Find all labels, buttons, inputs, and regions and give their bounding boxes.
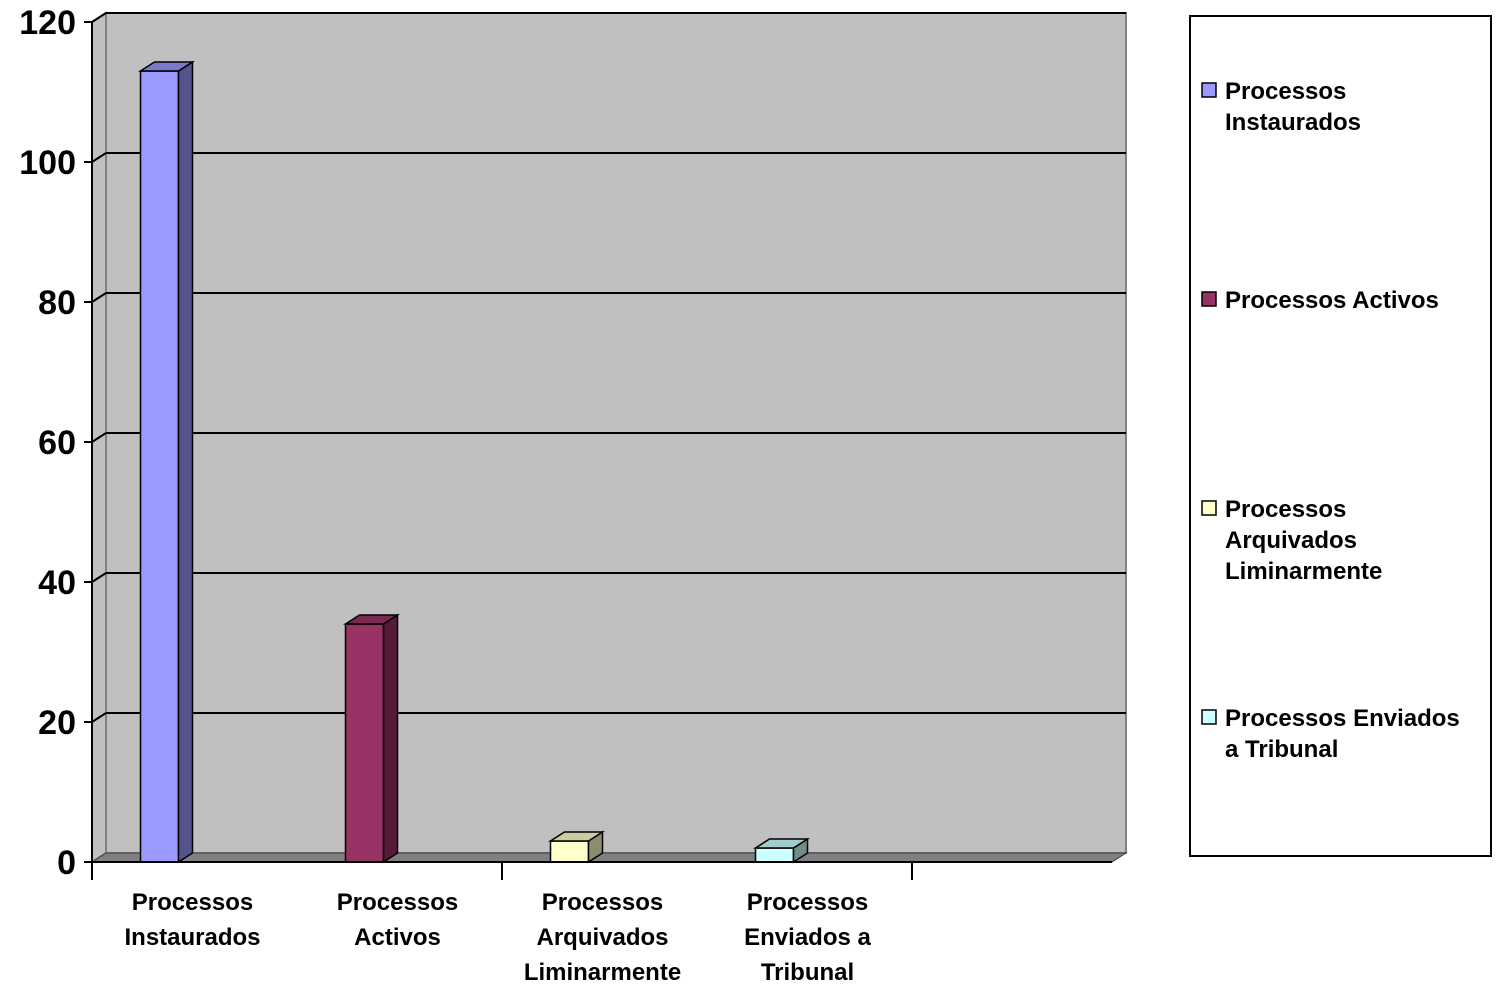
legend-swatch	[1201, 82, 1217, 98]
bar	[342, 613, 401, 864]
plot-floor	[90, 852, 1128, 863]
bar-top	[137, 61, 196, 72]
legend-item: Processos Arquivados Liminarmente	[1201, 496, 1382, 585]
legend-label-line: Liminarmente	[1225, 558, 1382, 585]
y-tick-label: 20	[38, 704, 76, 742]
x-category-label-line: Arquivados	[536, 924, 668, 951]
x-category-label-line: Activos	[354, 924, 441, 951]
x-category-label-line: Processos	[337, 889, 458, 916]
bar	[137, 60, 196, 864]
legend-label-line: Processos Activos	[1225, 287, 1439, 314]
legend-label: Processos Instaurados	[1225, 78, 1361, 136]
bar-side	[177, 60, 194, 864]
legend-item: Processos Enviados a Tribunal	[1201, 705, 1460, 763]
bar-front	[754, 847, 795, 863]
bar	[752, 837, 811, 864]
legend-label: Processos Activos	[1225, 287, 1439, 314]
legend-label-line: a Tribunal	[1225, 736, 1338, 763]
legend: Processos Instaurados Processos Activos Pro…	[1189, 15, 1492, 857]
x-category-label-line: Enviados a	[744, 924, 871, 951]
y-axis-ticks: 0 20 40 60 80 100 120	[19, 4, 92, 882]
gridline-side	[91, 572, 107, 583]
plot-area	[90, 11, 1128, 864]
bar-front	[549, 840, 590, 863]
x-category-label-line: Liminarmente	[524, 959, 681, 985]
legend-item: Processos Activos	[1201, 287, 1439, 314]
gridline-side	[91, 292, 107, 303]
bar-front	[139, 70, 180, 863]
y-tick-label: 60	[38, 424, 76, 462]
legend-label: Processos Arquivados Liminarmente	[1225, 496, 1382, 585]
bar-top	[752, 838, 811, 849]
x-category-label-line: Processos	[747, 889, 868, 916]
x-category-label-line: Processos	[132, 889, 253, 916]
legend-swatch	[1201, 500, 1217, 516]
legend-label: Processos Enviados a Tribunal	[1225, 705, 1460, 763]
legend-item: Processos Instaurados	[1201, 78, 1361, 136]
legend-label-line: Processos	[1225, 496, 1346, 523]
x-category-label-line: Instaurados	[124, 924, 260, 951]
x-category-label-line: Tribunal	[761, 959, 854, 985]
gridline-side	[91, 432, 107, 443]
bar	[547, 830, 606, 864]
bar-top	[547, 831, 606, 842]
gridline-side	[91, 152, 107, 163]
bar-top	[342, 614, 401, 625]
y-tick-label: 40	[38, 564, 76, 602]
axes	[91, 22, 1112, 880]
y-tick-label: 80	[38, 284, 76, 322]
x-category-label: Processos Activos	[337, 889, 458, 951]
y-tick-label: 120	[19, 4, 76, 42]
legend-label-line: Instaurados	[1225, 109, 1361, 136]
bar-front	[344, 623, 385, 863]
gridlines	[91, 12, 1126, 723]
bars	[137, 60, 811, 864]
legend-label-line: Arquivados	[1225, 527, 1357, 554]
x-category-label: Processos Enviados a Tribunal	[744, 889, 871, 985]
bar-side	[382, 613, 399, 864]
x-category-label: Processos Instaurados	[124, 889, 260, 951]
legend-swatch	[1201, 709, 1217, 725]
legend-box	[1189, 15, 1492, 857]
gridline-side	[91, 712, 107, 723]
legend-label-line: Processos	[1225, 78, 1346, 105]
x-category-label: Processos Arquivados Liminarmente	[524, 889, 681, 985]
y-tick-label: 100	[19, 144, 76, 182]
x-category-label-line: Processos	[542, 889, 663, 916]
y-tick-label: 0	[57, 844, 76, 882]
legend-label-line: Processos Enviados	[1225, 705, 1460, 732]
gridline-side	[91, 12, 107, 23]
legend-swatch	[1201, 291, 1217, 307]
